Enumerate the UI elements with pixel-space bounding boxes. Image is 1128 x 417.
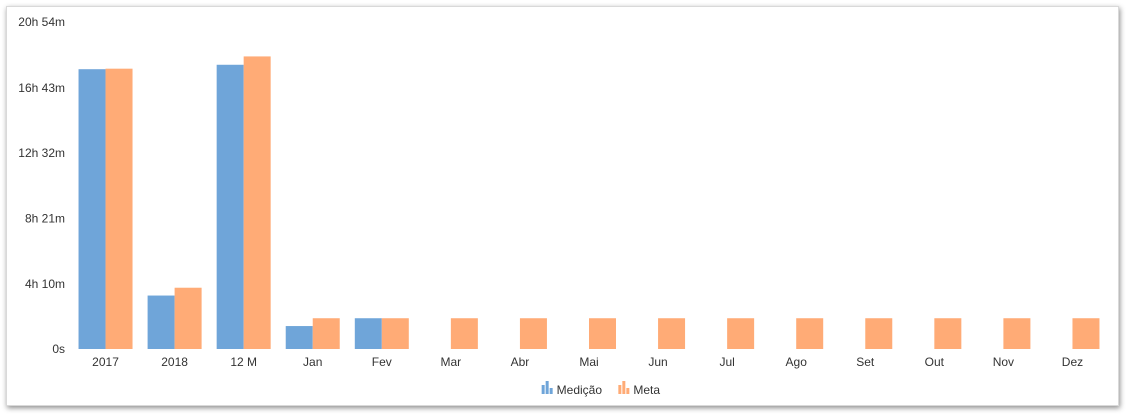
bar-meta[interactable] <box>796 318 824 349</box>
bar-meta[interactable] <box>174 287 202 349</box>
y-tick-label: 8h 21m <box>25 212 65 226</box>
legend-item-medicao[interactable]: Medição <box>541 381 603 397</box>
bars-group <box>78 56 1100 350</box>
y-tick-label: 20h 54m <box>18 15 65 29</box>
bar-medicao[interactable] <box>147 295 175 349</box>
bar-meta[interactable] <box>865 318 893 349</box>
bar-meta[interactable] <box>727 318 755 349</box>
bar-medicao[interactable] <box>285 326 313 349</box>
bar-meta[interactable] <box>312 318 340 349</box>
bar-meta[interactable] <box>1003 318 1031 349</box>
bar-medicao[interactable] <box>78 69 106 350</box>
y-tick-label: 0s <box>52 342 65 356</box>
x-tick-label: Mar <box>441 355 462 369</box>
x-tick-label: Abr <box>511 355 530 369</box>
bar-medicao[interactable] <box>216 64 244 349</box>
legend[interactable]: Medição Meta <box>541 381 661 397</box>
bar-meta[interactable] <box>105 68 133 349</box>
x-tick-label: 2017 <box>92 355 119 369</box>
bar-meta[interactable] <box>519 318 547 349</box>
bar-chart: 0s 4h 10m 8h 21m 12h 32m 16h 43m 20h 54m 2017… <box>18 15 1100 397</box>
bar-meta[interactable] <box>934 318 962 349</box>
x-axis: 2017 2018 12 M Jan Fev Mar Abr Mai Jun Jul Ago Set O… <box>92 355 1083 369</box>
bar-chart-icon <box>541 381 553 394</box>
bar-meta[interactable] <box>1072 318 1100 349</box>
legend-label: Meta <box>633 383 660 397</box>
legend-label: Medição <box>557 383 603 397</box>
legend-item-meta[interactable]: Meta <box>618 381 660 397</box>
y-tick-label: 4h 10m <box>25 277 65 291</box>
x-tick-label: 2018 <box>161 355 188 369</box>
chart-card: 0s 4h 10m 8h 21m 12h 32m 16h 43m 20h 54m 2017… <box>6 6 1119 406</box>
bar-meta[interactable] <box>658 318 686 349</box>
x-tick-label: Jun <box>648 355 667 369</box>
bar-meta[interactable] <box>381 318 409 349</box>
bar-medicao[interactable] <box>354 318 382 349</box>
x-tick-label: Dez <box>1062 355 1083 369</box>
x-tick-label: Jul <box>719 355 734 369</box>
x-tick-label: Out <box>925 355 945 369</box>
x-tick-label: Fev <box>372 355 392 369</box>
x-tick-label: Jan <box>303 355 322 369</box>
x-tick-label: Ago <box>786 355 808 369</box>
y-tick-label: 12h 32m <box>18 146 65 160</box>
x-tick-label: Nov <box>993 355 1014 369</box>
y-tick-label: 16h 43m <box>18 81 65 95</box>
x-tick-label: 12 M <box>230 355 257 369</box>
bar-meta[interactable] <box>243 56 271 349</box>
x-tick-label: Mai <box>579 355 598 369</box>
x-tick-label: Set <box>856 355 875 369</box>
bar-chart-icon <box>618 381 630 394</box>
bar-meta[interactable] <box>589 318 616 349</box>
y-axis: 0s 4h 10m 8h 21m 12h 32m 16h 43m 20h 54m <box>18 15 65 356</box>
bar-meta[interactable] <box>450 318 478 349</box>
